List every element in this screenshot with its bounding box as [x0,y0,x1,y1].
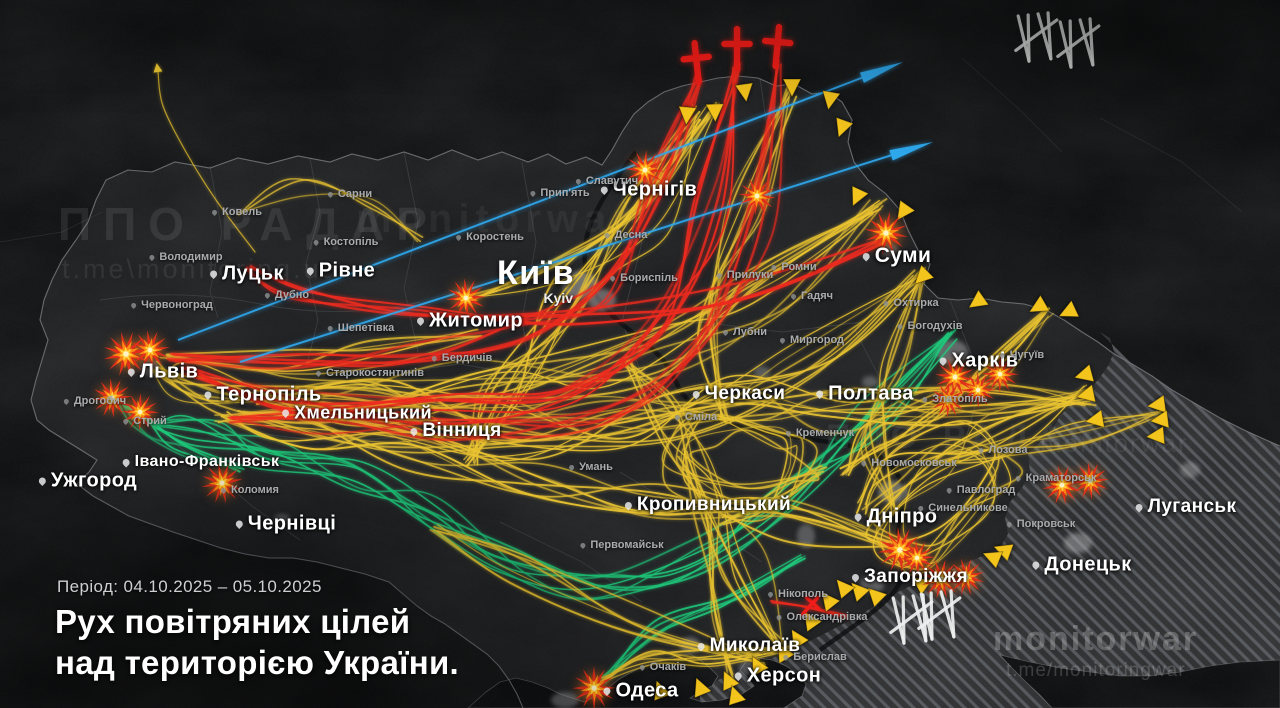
watermark-monitorwar-url: t.me/monitoringwar [1006,660,1186,681]
watermark-ppo-radar-url: t.me\monitoring.ua [62,254,340,284]
watermark-monitorwar-bottom: monitorwar [993,620,1198,658]
